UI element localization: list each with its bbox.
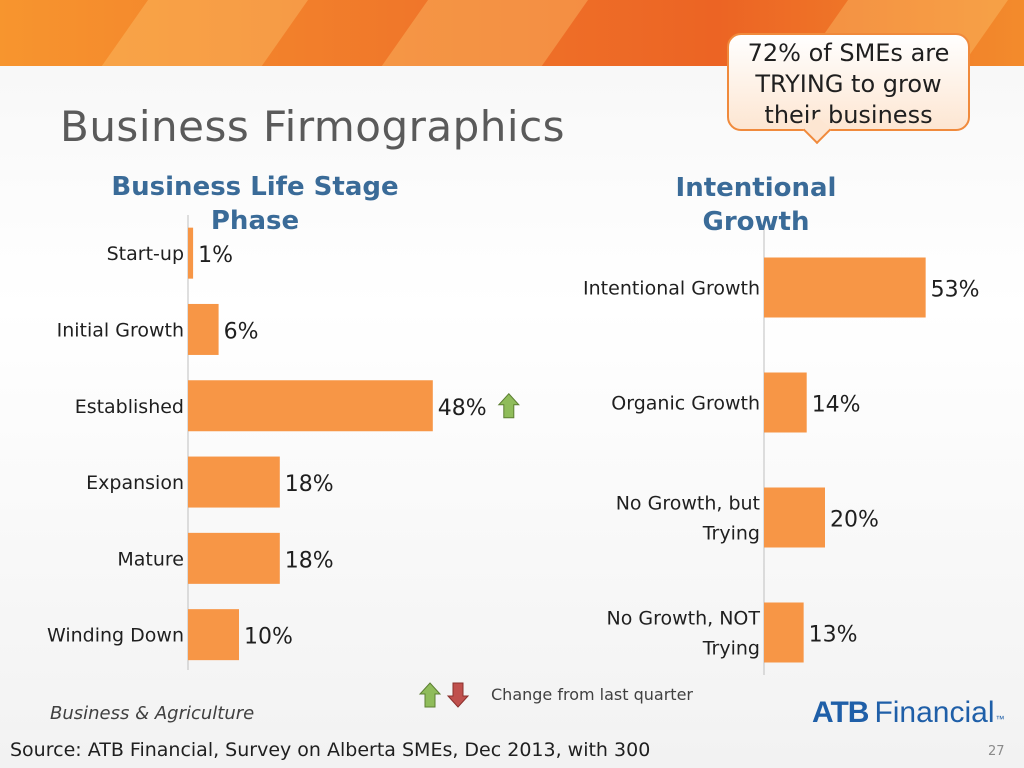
bar: [764, 257, 926, 318]
bar: [188, 303, 219, 355]
chart-title-line: Phase: [210, 206, 300, 236]
atb-financial-logo: ATB Financial ™: [812, 696, 1005, 732]
category-label: Trying: [702, 523, 760, 545]
category-label: Established: [75, 396, 184, 418]
callout-line: 72% of SMEs are: [747, 39, 950, 67]
chart-title-line: Intentional: [675, 173, 837, 203]
bar: [188, 456, 280, 508]
bar: [188, 609, 239, 661]
intentional-growth-bar-chart: Intentional Growth 53% Organic Growth 14% No…: [583, 230, 980, 675]
data-label: 6%: [224, 319, 259, 344]
legend-arrows: [418, 681, 472, 709]
legend-arrow-icons: [418, 682, 470, 708]
data-label: 10%: [244, 625, 293, 650]
category-label: Initial Growth: [57, 319, 184, 341]
bar: [764, 602, 804, 663]
callout-line: their business: [764, 101, 933, 129]
banner-stripe: [357, 0, 603, 66]
legend-label: Change from last quarter: [491, 685, 693, 704]
category-label: Mature: [117, 548, 184, 570]
data-label: 18%: [285, 472, 334, 497]
footer-section-label: Business & Agriculture: [50, 703, 255, 724]
data-label: 18%: [285, 548, 334, 573]
category-label: Trying: [702, 638, 760, 660]
category-label: No Growth, NOT: [606, 608, 760, 630]
slide-title: Business Firmographics: [60, 102, 566, 151]
bar: [188, 227, 194, 279]
arrow-up-icon: [497, 393, 520, 419]
chart-title-line: Growth: [702, 207, 810, 237]
bar: [188, 532, 280, 584]
banner-stripe: [77, 0, 323, 66]
logo-trademark: ™: [995, 714, 1005, 724]
data-label: 14%: [812, 393, 861, 418]
bar: [764, 487, 825, 548]
data-label: 20%: [830, 508, 879, 533]
chart-title-life-stage: Business Life Stage Phase: [100, 170, 410, 238]
category-label: Intentional Growth: [583, 278, 760, 300]
chart-title-intentional-growth: Intentional Growth: [636, 171, 876, 239]
callout-line: TRYING to grow: [755, 70, 942, 98]
callout-box: 72% of SMEs are TRYING to grow their bus…: [727, 33, 970, 145]
category-label: Expansion: [86, 472, 184, 494]
logo-financial: Financial: [874, 696, 995, 729]
data-label: 13%: [809, 623, 858, 648]
chart-title-line: Business Life Stage: [111, 172, 399, 202]
category-label: Start-up: [107, 243, 184, 265]
life-stage-bar-chart: Start-up 1% Initial Growth 6% Established 48%…: [47, 215, 520, 670]
bar: [188, 380, 433, 432]
category-label: Organic Growth: [611, 393, 760, 415]
arrow-down-icon: [446, 682, 470, 708]
data-label: 1%: [198, 243, 233, 268]
category-label: Winding Down: [47, 625, 184, 647]
source-note: Source: ATB Financial, Survey on Alberta…: [10, 739, 651, 761]
data-label: 53%: [931, 278, 980, 303]
logo-atb: ATB: [812, 696, 869, 729]
bar: [764, 372, 807, 433]
data-label: 48%: [438, 396, 487, 421]
category-label: No Growth, but: [616, 493, 760, 515]
arrow-up-icon: [418, 682, 442, 708]
page-number: 27: [988, 744, 1005, 759]
